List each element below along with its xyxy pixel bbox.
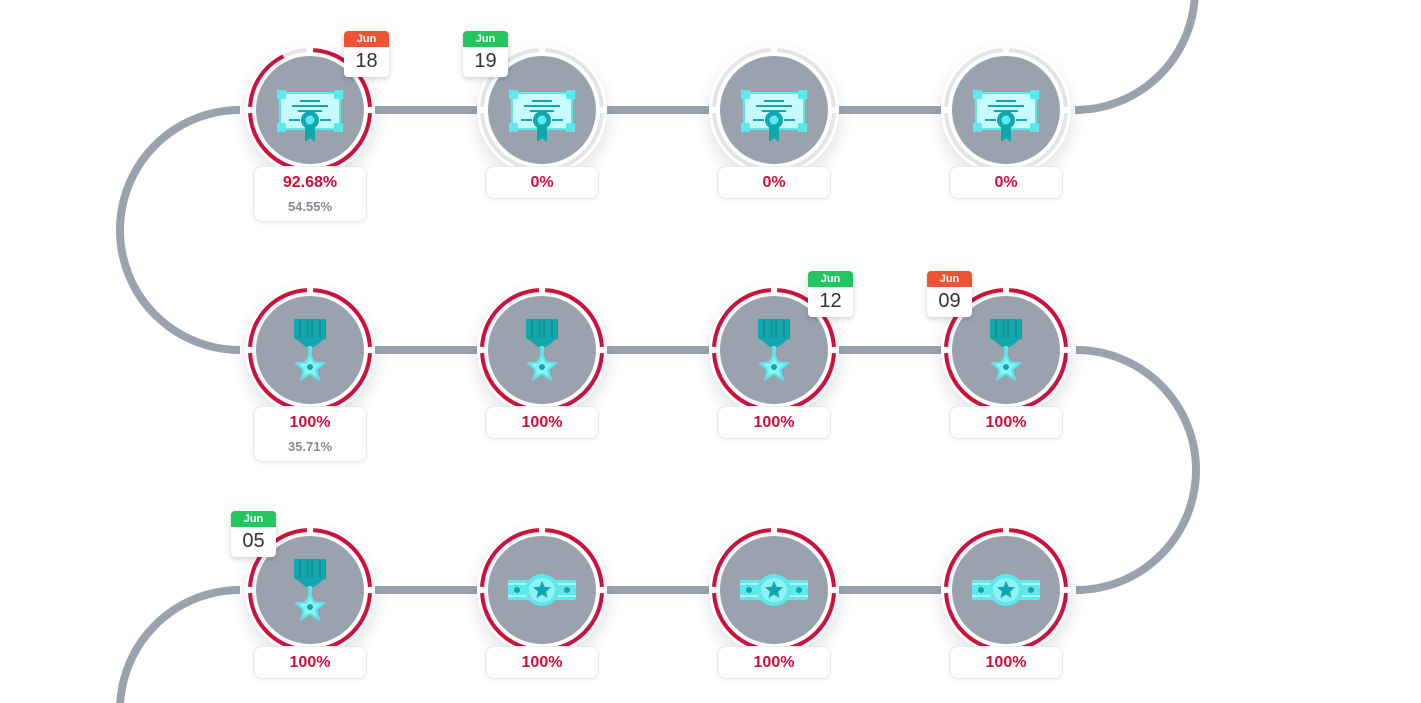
- calendar-month: Jun: [808, 271, 853, 287]
- calendar-badge: Jun 19: [463, 31, 508, 77]
- ring-progress-segment: [777, 528, 836, 587]
- calendar-day: 12: [819, 290, 842, 312]
- progress-percent: 100%: [521, 414, 563, 431]
- ring-progress-segment: [1009, 288, 1068, 347]
- ring-track-segment: [944, 48, 1003, 107]
- progress-percent: 0%: [762, 174, 786, 191]
- lesson-node[interactable]: [941, 285, 1071, 415]
- lesson-node[interactable]: [941, 525, 1071, 655]
- secondary-percent: 54.55%: [287, 199, 333, 214]
- track-segment: [116, 106, 241, 354]
- ring-progress-segment: [480, 288, 539, 347]
- node-icon-bg: [488, 296, 596, 404]
- calendar-month: Jun: [927, 271, 972, 287]
- certificate-icon: [509, 90, 575, 142]
- progress-label: 100%: [717, 406, 831, 439]
- lesson-node[interactable]: [477, 525, 607, 655]
- progress-percent: 0%: [530, 174, 554, 191]
- calendar-badge: Jun 12: [808, 271, 853, 317]
- medal-icon: [758, 319, 790, 381]
- calendar-day: 09: [938, 290, 961, 312]
- ring-track-segment: [712, 48, 771, 107]
- progress-label: 100%: [949, 406, 1063, 439]
- progress-label: 0%: [717, 166, 831, 199]
- progress-label: 100%: [717, 646, 831, 679]
- progress-percent: 100%: [521, 654, 563, 671]
- calendar-badge: Jun 05: [231, 511, 276, 557]
- ring-progress-segment: [545, 528, 604, 587]
- track-segment: [1074, 0, 1199, 114]
- ring-progress-segment: [313, 288, 372, 347]
- progress-label: 100%: [253, 646, 367, 679]
- secondary-percent: 35.71%: [287, 439, 333, 454]
- progress-ring: [248, 288, 372, 412]
- progress-label: 100%: [949, 646, 1063, 679]
- progress-percent: 100%: [289, 654, 331, 671]
- ring-progress-segment: [480, 528, 539, 587]
- lesson-node[interactable]: [245, 285, 375, 415]
- medal-icon: [294, 319, 326, 381]
- certificate-icon: [741, 90, 807, 142]
- progress-label: 92.68% 54.55%: [253, 166, 367, 222]
- progress-percent: 100%: [753, 654, 795, 671]
- calendar-day: 18: [355, 50, 378, 72]
- medal-icon: [294, 559, 326, 621]
- node-icon-bg: [952, 56, 1060, 164]
- ring-progress-segment: [248, 288, 307, 347]
- calendar-day: 19: [474, 50, 497, 72]
- node-icon-bg: [720, 536, 828, 644]
- calendar-badge: Jun 09: [927, 271, 972, 317]
- node-icon-bg: [720, 56, 828, 164]
- ring-track-segment: [545, 48, 604, 107]
- node-icon-bg: [488, 536, 596, 644]
- medal-icon: [526, 319, 558, 381]
- ring-progress-segment: [712, 528, 771, 587]
- certificate-icon: [277, 90, 343, 142]
- certificate-icon: [973, 90, 1039, 142]
- progress-percent: 0%: [994, 174, 1018, 191]
- node-icon-bg: [952, 296, 1060, 404]
- track-segment: [1075, 346, 1200, 594]
- calendar-month: Jun: [344, 31, 389, 47]
- progress-label: 0%: [949, 166, 1063, 199]
- lesson-node[interactable]: [477, 285, 607, 415]
- ring-progress-segment: [545, 288, 604, 347]
- calendar-month: Jun: [463, 31, 508, 47]
- progress-label: 100%: [485, 406, 599, 439]
- belt-icon: [972, 574, 1040, 606]
- ring-progress-segment: [248, 54, 285, 108]
- progress-percent: 100%: [985, 414, 1027, 431]
- lesson-node[interactable]: [941, 45, 1071, 175]
- progress-label: 100%: [485, 646, 599, 679]
- calendar-month: Jun: [231, 511, 276, 527]
- track-segment: [116, 586, 241, 703]
- medal-icon: [990, 319, 1022, 381]
- progress-percent: 100%: [289, 414, 331, 431]
- progress-percent: 92.68%: [282, 174, 338, 191]
- ring-progress-segment: [313, 528, 372, 587]
- progress-label: 0%: [485, 166, 599, 199]
- calendar-badge: Jun 18: [344, 31, 389, 77]
- ring-progress-segment: [712, 288, 771, 347]
- progress-label: 100% 35.71%: [253, 406, 367, 462]
- ring-progress-segment: [944, 528, 1003, 587]
- belt-icon: [740, 574, 808, 606]
- ring-progress-segment: [1009, 528, 1068, 587]
- lesson-node[interactable]: [709, 45, 839, 175]
- belt-icon: [508, 574, 576, 606]
- calendar-day: 05: [242, 530, 265, 552]
- progress-percent: 100%: [985, 654, 1027, 671]
- node-icon-bg: [256, 296, 364, 404]
- ring-track-segment: [1009, 48, 1068, 107]
- ring-track-segment: [777, 48, 836, 107]
- progress-percent: 100%: [753, 414, 795, 431]
- node-icon-bg: [952, 536, 1060, 644]
- lesson-node[interactable]: [709, 525, 839, 655]
